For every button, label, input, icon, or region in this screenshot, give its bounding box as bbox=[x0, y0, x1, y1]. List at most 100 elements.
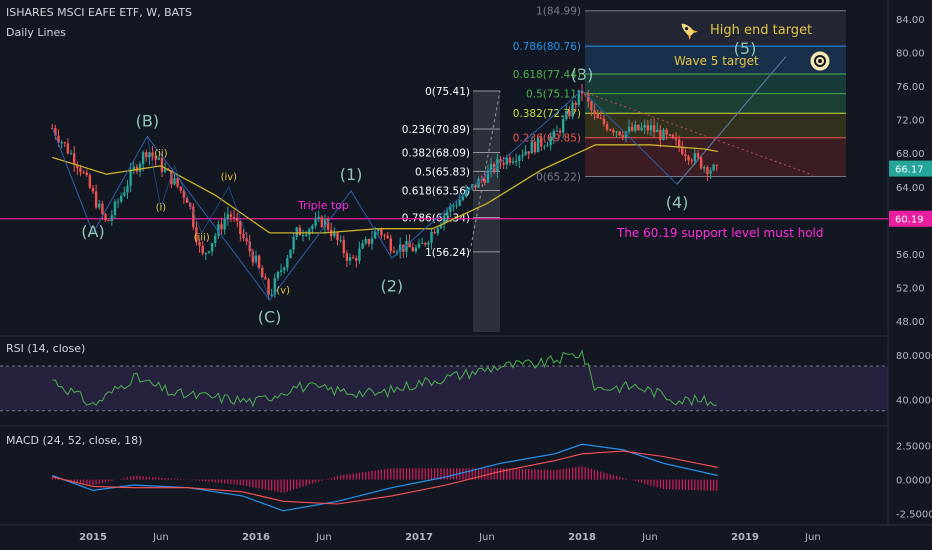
candle-body bbox=[210, 242, 214, 252]
price-tick-label: 52.00 bbox=[896, 283, 925, 294]
support-annotation: The 60.19 support level must hold bbox=[616, 226, 824, 240]
candle-body bbox=[442, 216, 446, 225]
candle-body bbox=[361, 243, 364, 249]
candle-body bbox=[681, 146, 684, 155]
fib-extension-zone bbox=[585, 10, 846, 47]
candle-body bbox=[420, 242, 424, 244]
candle-body bbox=[467, 187, 471, 190]
candle-body bbox=[424, 242, 427, 245]
rocket-body bbox=[681, 23, 695, 37]
candle-body bbox=[107, 220, 110, 222]
candle-body bbox=[408, 241, 411, 248]
candle-body bbox=[235, 217, 239, 221]
candle-body bbox=[283, 267, 286, 271]
candle-body bbox=[690, 160, 693, 162]
candle-body bbox=[314, 219, 317, 226]
candle-body bbox=[304, 234, 308, 236]
target-icon bbox=[810, 51, 830, 71]
candle-body bbox=[461, 196, 465, 200]
candle-body bbox=[88, 175, 92, 188]
candle-body bbox=[79, 167, 82, 173]
candle-body bbox=[76, 164, 79, 168]
fib-extension-zone bbox=[585, 137, 846, 177]
time-tick-label: 2016 bbox=[242, 532, 270, 543]
candle-body bbox=[101, 203, 104, 215]
time-tick-label: Jun bbox=[315, 532, 332, 543]
candle-body bbox=[220, 224, 223, 230]
candle-body bbox=[57, 135, 60, 143]
candle-body bbox=[72, 153, 76, 165]
moving-average-line bbox=[52, 144, 718, 234]
fib-extension-zone bbox=[585, 93, 846, 114]
candle-body bbox=[386, 235, 389, 239]
candle-body bbox=[120, 195, 123, 202]
candle-body bbox=[198, 242, 201, 246]
candle-body bbox=[455, 205, 458, 207]
candle-body bbox=[446, 211, 449, 217]
candle-body bbox=[389, 238, 392, 251]
current-price-tag bbox=[889, 160, 932, 177]
price-tick-label: 80.00 bbox=[896, 49, 925, 60]
candle-body bbox=[292, 236, 295, 250]
candle-body bbox=[411, 247, 414, 252]
elliott-wave-zigzag bbox=[51, 89, 678, 301]
macd-title: MACD (24, 52, close, 18) bbox=[6, 434, 142, 447]
wave-label: (iii) bbox=[194, 232, 210, 243]
candle-body bbox=[320, 216, 324, 227]
candle-body bbox=[317, 216, 320, 220]
candle-body bbox=[665, 129, 668, 135]
candle-body bbox=[605, 123, 609, 130]
candle-body bbox=[342, 239, 345, 254]
candle-body bbox=[373, 231, 377, 239]
candle-body bbox=[458, 199, 461, 206]
candle-body bbox=[703, 167, 706, 169]
candle-body bbox=[116, 201, 120, 203]
candle-body bbox=[677, 139, 681, 147]
fib-extension-zone bbox=[585, 113, 846, 138]
candle-body bbox=[696, 153, 700, 158]
candle-body bbox=[405, 241, 408, 252]
fib-extension-label: 0.5(75.11) bbox=[526, 89, 581, 101]
study-name: Daily Lines bbox=[6, 26, 66, 39]
support-price-value: 60.19 bbox=[895, 215, 924, 226]
candle-body bbox=[129, 170, 132, 186]
candle-body bbox=[154, 156, 157, 160]
wave-label: (v) bbox=[276, 285, 290, 296]
rsi-band bbox=[0, 366, 888, 411]
candle-body bbox=[308, 229, 311, 235]
candle-body bbox=[568, 110, 571, 117]
fib-extension-label: 1(84.99) bbox=[536, 6, 581, 18]
candle-body bbox=[474, 184, 477, 188]
fib-extension-zone bbox=[585, 74, 846, 94]
macd-tick-label: 0.0000 bbox=[896, 476, 931, 487]
candle-body bbox=[433, 231, 436, 234]
fib-retracement-label: 0(75.41) bbox=[425, 86, 470, 98]
candle-body bbox=[449, 205, 452, 212]
price-tick-label: 56.00 bbox=[896, 250, 925, 261]
fib-retracement-label: 0.5(65.83) bbox=[415, 166, 470, 178]
candle-body bbox=[637, 124, 640, 131]
candle-body bbox=[518, 156, 521, 162]
candle-body bbox=[339, 239, 342, 241]
candle-body bbox=[54, 128, 57, 136]
candle-body bbox=[289, 249, 292, 259]
candle-body bbox=[173, 178, 176, 185]
candle-body bbox=[524, 151, 527, 155]
candle-body bbox=[264, 277, 267, 280]
candle-body bbox=[599, 118, 603, 120]
time-tick-label: Jun bbox=[152, 532, 169, 543]
candle-body bbox=[138, 164, 142, 172]
fib-extension-label: 0.618(77.44) bbox=[513, 69, 581, 81]
time-tick-label: 2017 bbox=[405, 532, 433, 543]
rsi-title: RSI (14, close) bbox=[6, 342, 85, 355]
candle-body bbox=[311, 225, 314, 230]
candle-body bbox=[590, 101, 593, 111]
candle-body bbox=[239, 220, 242, 235]
rocket-window bbox=[684, 26, 689, 31]
candle-body bbox=[348, 257, 352, 261]
candle-body bbox=[533, 142, 537, 153]
triple-top-annotation: Triple top bbox=[297, 199, 349, 212]
candle-body bbox=[430, 231, 433, 243]
candle-body bbox=[668, 134, 671, 136]
